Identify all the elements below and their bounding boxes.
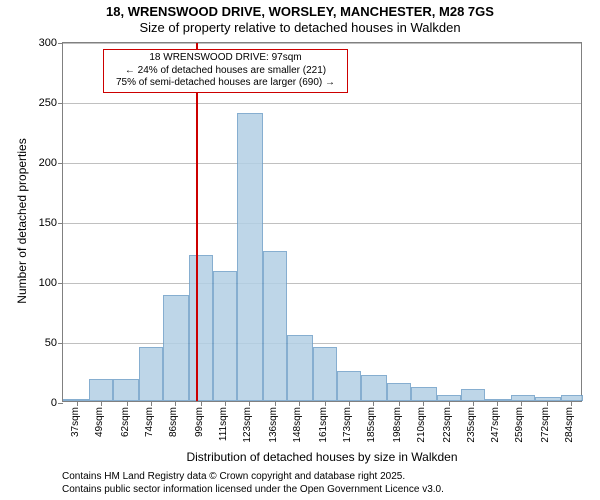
xtick-mark — [473, 401, 474, 406]
histogram-bar — [561, 395, 583, 401]
chart-title-1: 18, WRENSWOOD DRIVE, WORSLEY, MANCHESTER… — [0, 4, 600, 19]
histogram-bar — [89, 379, 113, 401]
gridline — [63, 103, 581, 104]
xtick-label: 136sqm — [268, 407, 279, 443]
ytick-mark — [58, 103, 63, 104]
xtick-mark — [249, 401, 250, 406]
xtick-mark — [127, 401, 128, 406]
xtick-mark — [299, 401, 300, 406]
xtick-mark — [77, 401, 78, 406]
ytick-mark — [58, 283, 63, 284]
xtick-label: 185sqm — [366, 407, 377, 443]
xtick-label: 74sqm — [144, 407, 155, 437]
ytick-mark — [58, 403, 63, 404]
reference-line — [196, 43, 198, 401]
ytick-label: 300 — [39, 37, 57, 49]
histogram-bar — [387, 383, 411, 401]
xtick-label: 86sqm — [168, 407, 179, 437]
xtick-mark — [521, 401, 522, 406]
xtick-label: 49sqm — [94, 407, 105, 437]
histogram-bar — [461, 389, 485, 401]
y-axis-label: Number of detached properties — [15, 71, 29, 371]
xtick-mark — [373, 401, 374, 406]
footer-line-2: Contains public sector information licen… — [62, 483, 444, 496]
ytick-mark — [58, 163, 63, 164]
histogram-bar — [263, 251, 287, 401]
xtick-mark — [275, 401, 276, 406]
annotation-box: 18 WRENSWOOD DRIVE: 97sqm← 24% of detach… — [103, 49, 348, 93]
xtick-mark — [547, 401, 548, 406]
xtick-label: 223sqm — [442, 407, 453, 443]
xtick-label: 99sqm — [194, 407, 205, 437]
ytick-label: 150 — [39, 217, 57, 229]
gridline — [63, 223, 581, 224]
x-axis-label: Distribution of detached houses by size … — [62, 450, 582, 464]
xtick-mark — [449, 401, 450, 406]
histogram-bar — [163, 295, 189, 401]
xtick-mark — [423, 401, 424, 406]
gridline — [63, 163, 581, 164]
histogram-bar — [313, 347, 337, 401]
gridline — [63, 283, 581, 284]
gridline — [63, 343, 581, 344]
ytick-label: 0 — [51, 397, 57, 409]
xtick-label: 259sqm — [514, 407, 525, 443]
xtick-mark — [101, 401, 102, 406]
histogram-bar — [361, 375, 387, 401]
histogram-bar — [411, 387, 437, 401]
xtick-mark — [225, 401, 226, 406]
annotation-line: 18 WRENSWOOD DRIVE: 97sqm — [107, 52, 344, 65]
xtick-label: 198sqm — [392, 407, 403, 443]
histogram-bar — [139, 347, 163, 401]
histogram-bar — [287, 335, 313, 401]
ytick-mark — [58, 343, 63, 344]
gridline — [63, 43, 581, 44]
xtick-mark — [325, 401, 326, 406]
histogram-bar — [63, 399, 89, 401]
xtick-label: 161sqm — [318, 407, 329, 443]
xtick-label: 284sqm — [564, 407, 575, 443]
xtick-label: 210sqm — [416, 407, 427, 443]
ytick-label: 100 — [39, 277, 57, 289]
xtick-label: 148sqm — [292, 407, 303, 443]
ytick-label: 250 — [39, 97, 57, 109]
ytick-mark — [58, 43, 63, 44]
xtick-mark — [349, 401, 350, 406]
histogram-bar — [485, 399, 511, 401]
histogram-bar — [113, 379, 139, 401]
xtick-label: 173sqm — [342, 407, 353, 443]
histogram-bar — [337, 371, 361, 401]
xtick-label: 123sqm — [242, 407, 253, 443]
xtick-mark — [399, 401, 400, 406]
footer-line-1: Contains HM Land Registry data © Crown c… — [62, 470, 444, 483]
ytick-label: 50 — [45, 337, 57, 349]
xtick-label: 37sqm — [70, 407, 81, 437]
xtick-mark — [497, 401, 498, 406]
ytick-label: 200 — [39, 157, 57, 169]
annotation-line: ← 24% of detached houses are smaller (22… — [107, 65, 344, 78]
histogram-bar — [535, 397, 561, 401]
plot-area: 05010015020025030018 WRENSWOOD DRIVE: 97… — [62, 42, 582, 402]
histogram-bar — [213, 271, 237, 401]
xtick-label: 62sqm — [120, 407, 131, 437]
xtick-label: 111sqm — [218, 407, 229, 441]
ytick-mark — [58, 223, 63, 224]
xtick-mark — [571, 401, 572, 406]
xtick-mark — [175, 401, 176, 406]
chart-title-2: Size of property relative to detached ho… — [0, 20, 600, 35]
histogram-bar — [189, 255, 213, 401]
xtick-mark — [201, 401, 202, 406]
xtick-label: 247sqm — [490, 407, 501, 443]
histogram-bar — [511, 395, 535, 401]
annotation-line: 75% of semi-detached houses are larger (… — [107, 77, 344, 90]
xtick-mark — [151, 401, 152, 406]
footer-attribution: Contains HM Land Registry data © Crown c… — [62, 470, 444, 496]
chart-container: 18, WRENSWOOD DRIVE, WORSLEY, MANCHESTER… — [0, 0, 600, 500]
histogram-bar — [237, 113, 263, 401]
xtick-label: 272sqm — [540, 407, 551, 443]
xtick-label: 235sqm — [466, 407, 477, 443]
